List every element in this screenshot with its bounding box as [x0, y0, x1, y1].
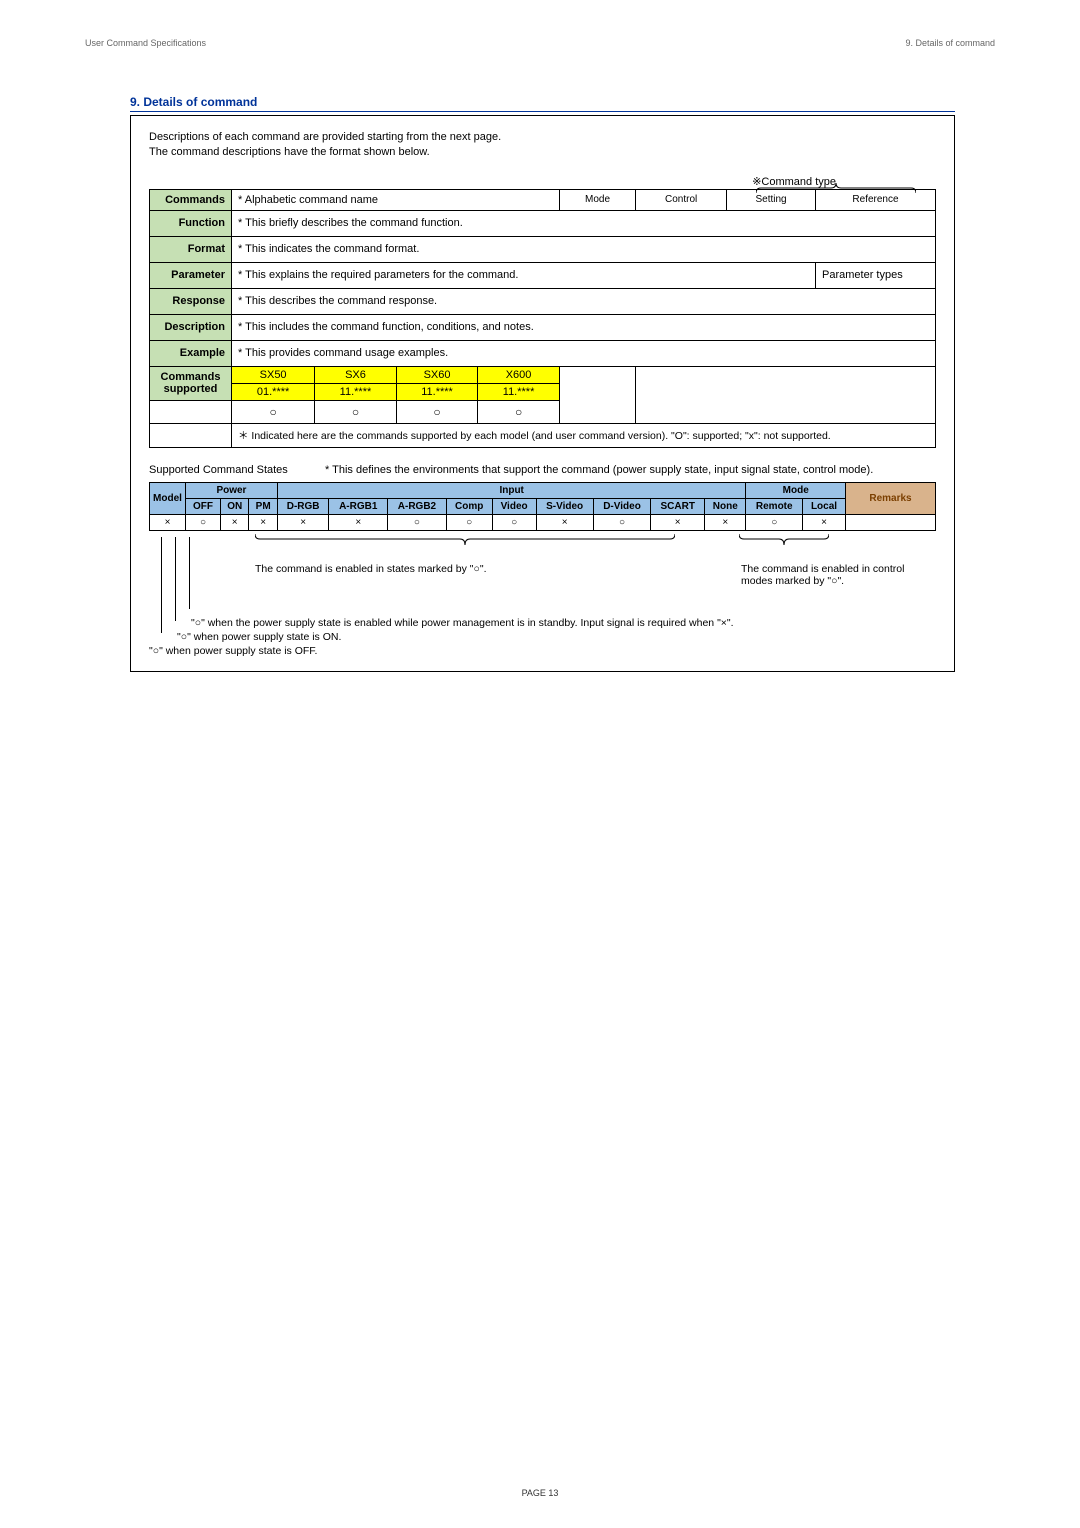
cell: ○ [746, 514, 803, 530]
cell: ○ [388, 514, 447, 530]
row-label: Function [150, 210, 232, 236]
col-model: Model [150, 482, 186, 514]
cell: × [803, 514, 846, 530]
cell: × [277, 514, 329, 530]
model-head: X600 [478, 366, 560, 383]
scs-label: Supported Command States [149, 464, 309, 476]
support-mark: ○ [232, 400, 315, 423]
intro-line-2: The command descriptions have the format… [149, 145, 936, 160]
pointer-line-icon [175, 537, 176, 621]
cell: × [150, 514, 186, 530]
cell [846, 514, 936, 530]
row-label: Description [150, 314, 232, 340]
version-cell: 11.**** [478, 383, 560, 400]
icol: None [705, 498, 746, 514]
pcol: PM [249, 498, 277, 514]
support-mark: ○ [315, 400, 397, 423]
icol: D-Video [593, 498, 651, 514]
row-text: * This briefly describes the command fun… [232, 210, 936, 236]
version-cell: 11.**** [315, 383, 397, 400]
type-head-mode: Mode [559, 189, 635, 210]
cell: × [651, 514, 705, 530]
parameter-types-cell: Parameter types [816, 262, 936, 288]
row-text: * This provides command usage examples. [232, 340, 936, 366]
model-head: SX60 [396, 366, 478, 383]
header-right: 9. Details of command [905, 38, 995, 48]
support-mark: ○ [478, 400, 560, 423]
header-left: User Command Specifications [85, 38, 206, 48]
intro-line-1: Descriptions of each command are provide… [149, 130, 936, 145]
scs-desc: * This defines the environments that sup… [309, 464, 936, 476]
row-label: Commands [150, 189, 232, 210]
content-box: Descriptions of each command are provide… [130, 115, 955, 672]
row-text: * This describes the command response. [232, 288, 936, 314]
annot-on: "○" when power supply state is ON. [149, 631, 936, 643]
page-footer: PAGE 13 [0, 1488, 1080, 1498]
icol: SCART [651, 498, 705, 514]
annot-input: The command is enabled in states marked … [255, 563, 575, 575]
version-cell: 01.**** [232, 383, 315, 400]
cell: × [329, 514, 388, 530]
support-mark: ○ [396, 400, 478, 423]
version-cell: 11.**** [396, 383, 478, 400]
commands-supported-label: Commands supported [150, 366, 232, 400]
icol: D-RGB [277, 498, 329, 514]
row-label: Response [150, 288, 232, 314]
brace-right-icon [756, 181, 916, 193]
mcol: Remote [746, 498, 803, 514]
brace-input-icon [255, 533, 675, 547]
model-head: SX6 [315, 366, 397, 383]
col-remarks: Remarks [846, 482, 936, 514]
cell: × [705, 514, 746, 530]
pcol: OFF [186, 498, 221, 514]
command-format-table: Commands * Alphabetic command name Mode … [149, 189, 936, 448]
pointer-line-icon [189, 537, 190, 609]
icol: A-RGB1 [329, 498, 388, 514]
state-table: Model Power Input Mode Remarks OFF ON PM… [149, 482, 936, 531]
cell: × [536, 514, 593, 530]
type-head-control: Control [636, 189, 727, 210]
cell: ○ [593, 514, 651, 530]
col-mode: Mode [746, 482, 846, 498]
col-power: Power [186, 482, 278, 498]
cell: × [220, 514, 248, 530]
row-text: * This explains the required parameters … [232, 262, 816, 288]
annot-off: "○" when power supply state is OFF. [149, 645, 936, 657]
col-input: Input [277, 482, 746, 498]
row-label: Example [150, 340, 232, 366]
row-text: * Alphabetic command name [232, 189, 560, 210]
row-text: * This indicates the command format. [232, 236, 936, 262]
cell: ○ [492, 514, 536, 530]
pcol: ON [220, 498, 248, 514]
cell: ○ [186, 514, 221, 530]
annot-mode: The command is enabled in control modes … [741, 563, 931, 587]
row-label: Parameter [150, 262, 232, 288]
icol: Video [492, 498, 536, 514]
icol: A-RGB2 [388, 498, 447, 514]
cell: ○ [446, 514, 492, 530]
pointer-line-icon [161, 537, 162, 633]
model-head: SX50 [232, 366, 315, 383]
section-title: 9. Details of command [130, 95, 955, 112]
brace-mode-icon [739, 533, 829, 547]
icol: Comp [446, 498, 492, 514]
cell: × [249, 514, 277, 530]
row-label: Format [150, 236, 232, 262]
icol: S-Video [536, 498, 593, 514]
supported-note: ＊ Indicated here are the commands suppor… [232, 423, 936, 447]
mcol: Local [803, 498, 846, 514]
row-text: * This includes the command function, co… [232, 314, 936, 340]
